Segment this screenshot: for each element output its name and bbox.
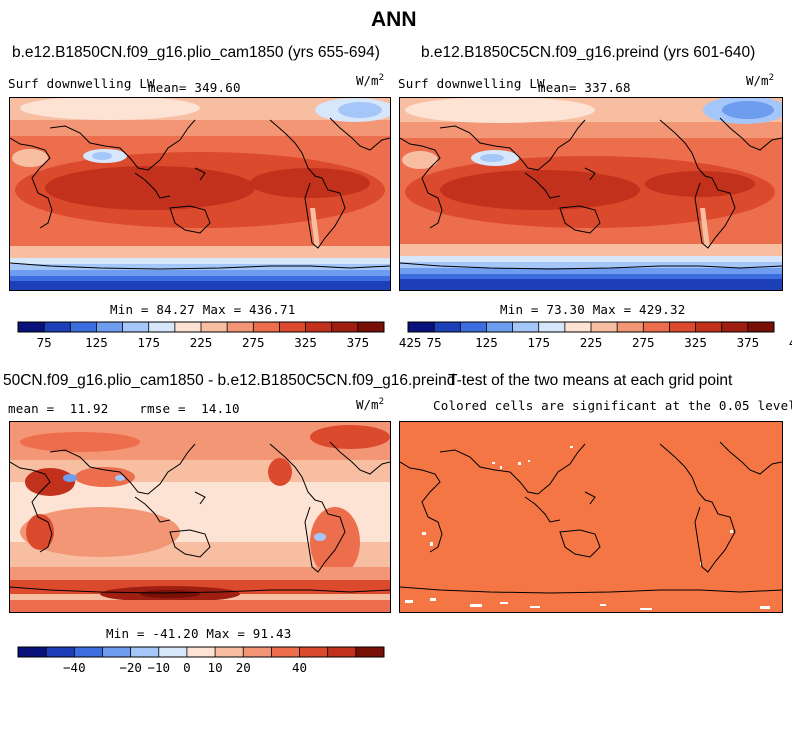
panel-2-map-plot <box>400 98 782 290</box>
panel-1-colorbar-swatch <box>253 322 280 332</box>
panel-1-colorbar-swatch <box>227 322 254 332</box>
panel-2-colorbar-tick-label: 375 <box>737 335 760 350</box>
panel-1-colorbar-swatch <box>122 322 150 332</box>
panel-1-mean-label: mean= 349.60 <box>148 80 241 95</box>
panel-2-colorbar-tick-label: 75 <box>427 335 442 350</box>
panel-3-colorbar-swatch <box>299 647 328 657</box>
panel-2-colorbar-swatch <box>669 322 696 332</box>
figure-title: ANN <box>371 8 417 31</box>
panel-1-colorbar-swatch <box>305 322 333 332</box>
panel-3-colorbar-swatch <box>158 647 188 657</box>
panel-3-colorbar-tick-label: 20 <box>236 660 251 675</box>
panel-3-colorbar-swatch <box>130 647 160 657</box>
panel-1-colorbar-tick-label: 175 <box>137 335 160 350</box>
panel-1-colorbar-swatch <box>96 322 123 332</box>
panel-3-colorbar-border <box>17 646 385 658</box>
panel-2-colorbar-swatch <box>747 322 775 332</box>
panel-2-colorbar-swatch <box>512 322 540 332</box>
panel-3-colorbar-swatch <box>215 647 244 657</box>
panel-3-min-max: Min = -41.20 Max = 91.43 <box>106 626 292 641</box>
panel-3-colorbar-tick-label: 40 <box>292 660 307 675</box>
panel-1-colorbar-graphic: 75 125 175 225 275 325 375 425 <box>17 321 421 350</box>
panel-1-map <box>9 97 391 291</box>
panel-3-colorbar-tick-label: −10 <box>147 660 170 675</box>
panel-2-colorbar-swatch <box>591 322 618 332</box>
panel-3-colorbar-tick-label: 10 <box>208 660 223 675</box>
panel-1-colorbar-tick-label: 325 <box>294 335 317 350</box>
panel-2-min-max: Min = 73.30 Max = 429.32 <box>500 302 686 317</box>
panel-3-colorbar: −40 −20 −10 0 10 20 40 <box>17 646 385 681</box>
panel-4-map <box>399 421 783 613</box>
panel-1-colorbar-swatch <box>357 322 385 332</box>
panel-2-colorbar-graphic: 75 125 175 225 275 325 375 425 <box>407 321 792 350</box>
panel-3-colorbar-swatch <box>271 647 300 657</box>
panel-1-colorbar-swatch <box>174 322 202 332</box>
panel-2-colorbar-swatch <box>486 322 513 332</box>
panel-1-colorbar-border <box>17 321 385 333</box>
panel-2-colorbar-swatch <box>460 322 487 332</box>
panel-3-colorbar-tick-label: −20 <box>119 660 142 675</box>
panel-3-units: W/m2 <box>356 397 384 413</box>
panel-2-colorbar-swatch <box>643 322 670 332</box>
panel-4-subtitle: Colored cells are significant at the 0.0… <box>433 398 792 413</box>
panel-1-colorbar-tick-label: 425 <box>399 335 422 350</box>
panel-2-colorbar-swatch <box>538 322 566 332</box>
panel-2-colorbar-tick-label: 125 <box>475 335 498 350</box>
panel-2-colorbar-swatch <box>721 322 749 332</box>
panel-3-colorbar-tick-label: −40 <box>63 660 86 675</box>
panel-3-colorbar-swatch <box>243 647 272 657</box>
panel-1-colorbar-swatch <box>148 322 176 332</box>
panel-2-title: b.e12.B1850C5CN.f09_g16.preind (yrs 601-… <box>421 44 756 61</box>
panel-1-colorbar-tick-label: 375 <box>347 335 370 350</box>
panel-2-units: W/m2 <box>746 73 774 89</box>
panel-1-units: W/m2 <box>356 73 384 89</box>
panel-3-colorbar-swatch <box>102 647 131 657</box>
panel-3-colorbar-swatch <box>18 647 47 657</box>
panel-3-colorbar-swatch <box>46 647 75 657</box>
panel-3-colorbar-swatch <box>186 647 216 657</box>
panel-3-colorbar-tick-label: 0 <box>183 660 191 675</box>
panel-2-colorbar-border <box>407 321 775 333</box>
panel-2-map <box>399 97 783 291</box>
panel-1-min-max: Min = 84.27 Max = 436.71 <box>110 302 296 317</box>
panel-1-colorbar-tick-label: 275 <box>242 335 265 350</box>
panel-2-colorbar-swatch <box>564 322 592 332</box>
panel-1-colorbar-swatch <box>331 322 359 332</box>
panel-1-map-plot <box>10 98 390 290</box>
panel-1-colorbar-tick-label: 225 <box>190 335 213 350</box>
panel-2-colorbar-tick-label: 425 <box>789 335 792 350</box>
panel-2-colorbar-swatch <box>408 322 435 332</box>
panel-2-colorbar-tick-label: 175 <box>527 335 550 350</box>
panel-3-map-plot <box>10 422 390 612</box>
panel-2-colorbar: 75 125 175 225 275 325 375 425 <box>407 321 792 356</box>
panel-2-colorbar-tick-label: 325 <box>684 335 707 350</box>
panel-3-colorbar-swatch <box>74 647 103 657</box>
panel-2-colorbar-tick-label: 225 <box>580 335 603 350</box>
panel-1-colorbar-swatch <box>44 322 71 332</box>
panel-3-colorbar-graphic: −40 −20 −10 0 10 20 40 <box>17 646 385 675</box>
panel-3-title: 50CN.f09_g16.plio_cam1850 - b.e12.B1850C… <box>3 372 456 389</box>
panel-4-title: T-test of the two means at each grid poi… <box>448 372 733 389</box>
panel-2-mean-label: mean= 337.68 <box>538 80 631 95</box>
panel-1-variable-label: Surf downwelling LW <box>8 76 155 91</box>
panel-1-colorbar-swatch <box>18 322 45 332</box>
panel-3-mean-rmse: mean = 11.92 rmse = 14.10 <box>8 401 240 416</box>
panel-1-title: b.e12.B1850CN.f09_g16.plio_cam1850 (yrs … <box>12 44 380 61</box>
panel-1-colorbar-swatch <box>201 322 228 332</box>
panel-2-colorbar-swatch <box>434 322 461 332</box>
panel-2-colorbar-swatch <box>617 322 644 332</box>
panel-2-colorbar-tick-label: 275 <box>632 335 655 350</box>
panel-1-colorbar: 75 125 175 225 275 325 375 425 <box>17 321 421 356</box>
panel-2-colorbar-swatch <box>695 322 723 332</box>
panel-1-colorbar-tick-label: 125 <box>85 335 108 350</box>
panel-2-variable-label: Surf downwelling LW <box>398 76 545 91</box>
panel-3-map <box>9 421 391 613</box>
panel-1-colorbar-tick-label: 75 <box>37 335 52 350</box>
panel-3-colorbar-swatch <box>327 647 357 657</box>
panel-1-colorbar-swatch <box>70 322 97 332</box>
panel-3-colorbar-swatch <box>355 647 385 657</box>
panel-1-colorbar-swatch <box>279 322 306 332</box>
panel-4-map-plot <box>400 422 782 612</box>
